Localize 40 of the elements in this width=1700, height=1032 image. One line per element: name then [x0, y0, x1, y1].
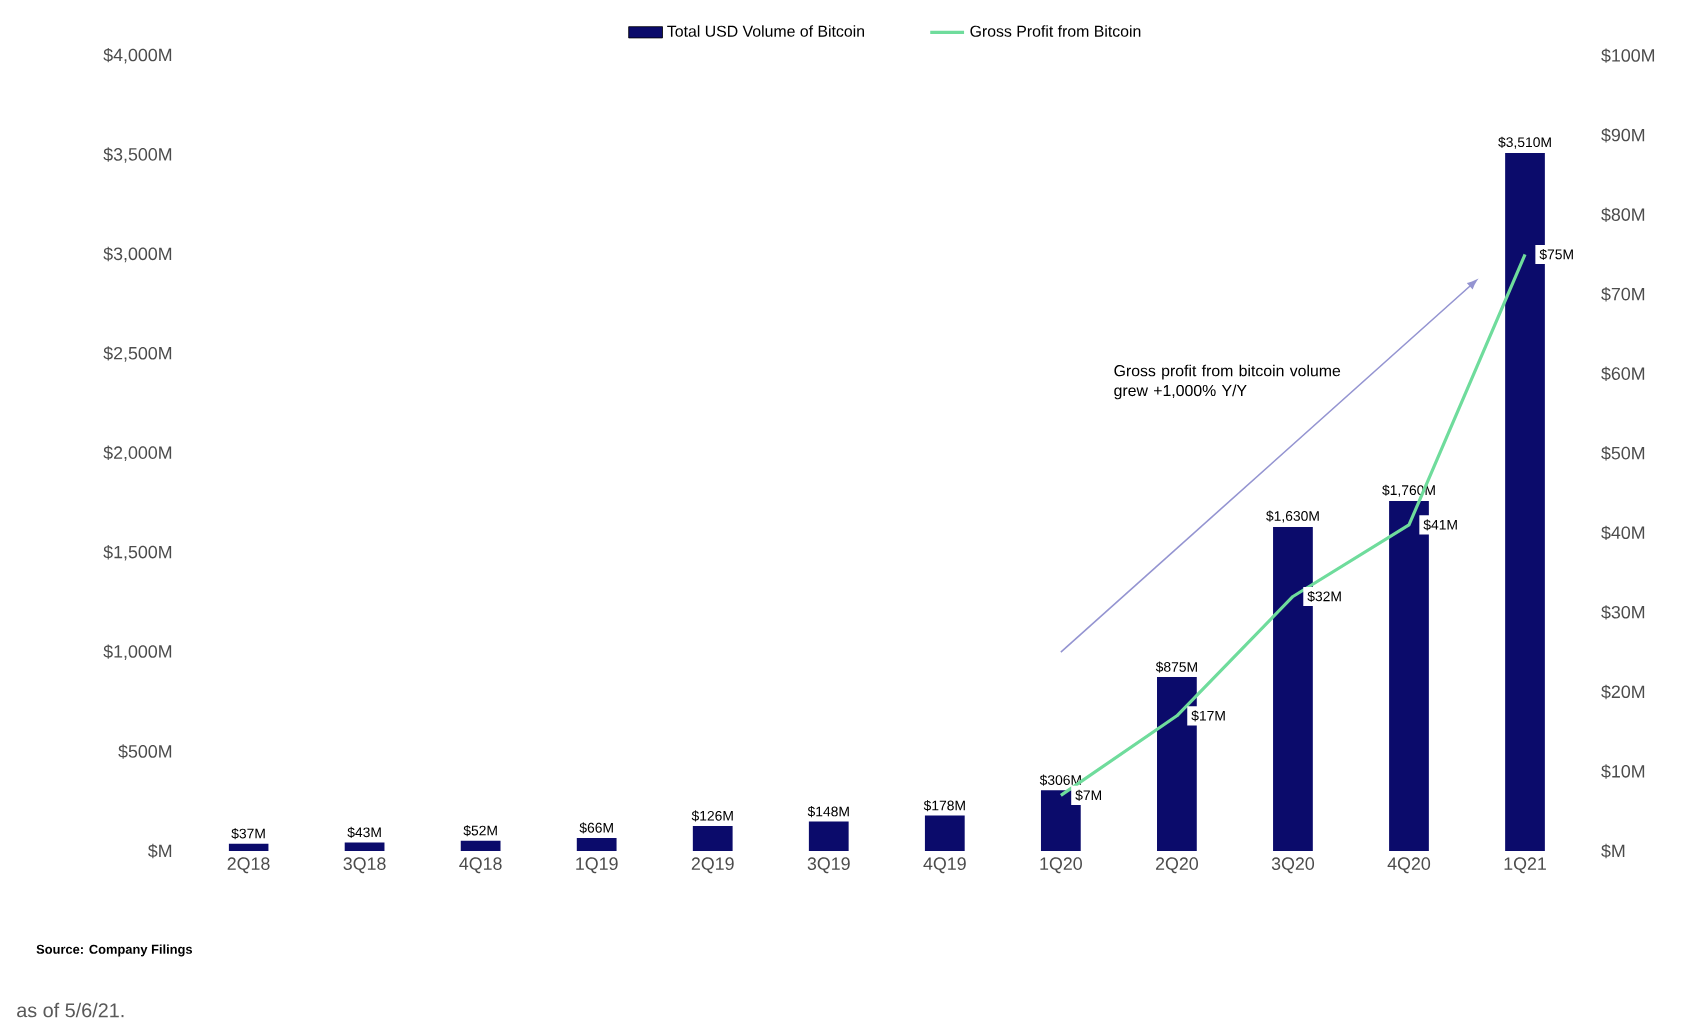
bar: [576, 837, 617, 852]
y2-tick-label: $60M: [1601, 366, 1645, 382]
y-tick-label: $500M: [118, 744, 172, 759]
text: as of 5/6/21.: [17, 1002, 124, 1018]
x-tick-label: 4Q18: [459, 857, 502, 874]
y-tick-label: $2,000M: [103, 445, 172, 462]
bar: [344, 842, 385, 852]
y2-tick-label: $50M: [1601, 446, 1645, 461]
y2-tick-label: $30M: [1601, 605, 1645, 620]
y2-tick-label: $20M: [1601, 684, 1645, 700]
x-tick-label: 1Q19: [576, 857, 618, 874]
y2-tick-label: $70M: [1601, 287, 1645, 302]
y2-tick-label: $100M: [1601, 48, 1655, 63]
x-tick-label: 1Q20: [1040, 857, 1082, 874]
x-tick-label: 3Q20: [1271, 857, 1315, 874]
x-tick-label: 2Q19: [691, 857, 734, 874]
bar: [808, 821, 849, 852]
bar: [924, 815, 965, 852]
y2-tick-label: $M: [1601, 843, 1625, 859]
y-tick-label: $M: [148, 843, 172, 859]
x-tick-label: 3Q19: [807, 857, 850, 874]
bar: [692, 825, 733, 852]
x-tick-label: 4Q20: [1387, 857, 1431, 874]
x-tick-label: 2Q18: [227, 857, 270, 874]
bar: [460, 840, 501, 852]
y-tick-label: $2,500M: [103, 346, 172, 362]
y2-tick-label: $80M: [1601, 207, 1645, 222]
x-tick-label: 3Q18: [343, 857, 386, 874]
x-tick-label: 4Q19: [923, 857, 966, 874]
y-tick-label: $3,000M: [103, 246, 172, 263]
y-tick-label: $1,000M: [103, 644, 172, 660]
x-tick-label: 1Q21: [1504, 857, 1546, 874]
x-tick-label: 2Q20: [1155, 857, 1199, 874]
y-tick-label: $3,500M: [103, 147, 172, 163]
bar: [228, 843, 269, 852]
y2-tick-label: $40M: [1601, 525, 1645, 541]
y-tick-label: $4,000M: [103, 47, 172, 64]
y2-tick-label: $10M: [1601, 764, 1645, 779]
y2-tick-label: $90M: [1601, 127, 1645, 143]
y-tick-label: $1,500M: [103, 545, 172, 561]
